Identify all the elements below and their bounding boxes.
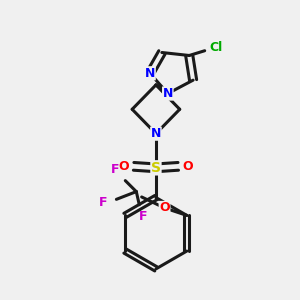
Text: S: S [151, 161, 161, 175]
Text: O: O [159, 202, 170, 214]
Text: F: F [139, 210, 147, 223]
Text: O: O [182, 160, 193, 173]
Text: N: N [163, 87, 173, 100]
Text: O: O [119, 160, 130, 173]
Text: F: F [111, 164, 119, 176]
Text: Cl: Cl [209, 41, 223, 54]
Text: F: F [98, 196, 107, 209]
Text: N: N [151, 127, 161, 140]
Text: N: N [145, 67, 155, 80]
